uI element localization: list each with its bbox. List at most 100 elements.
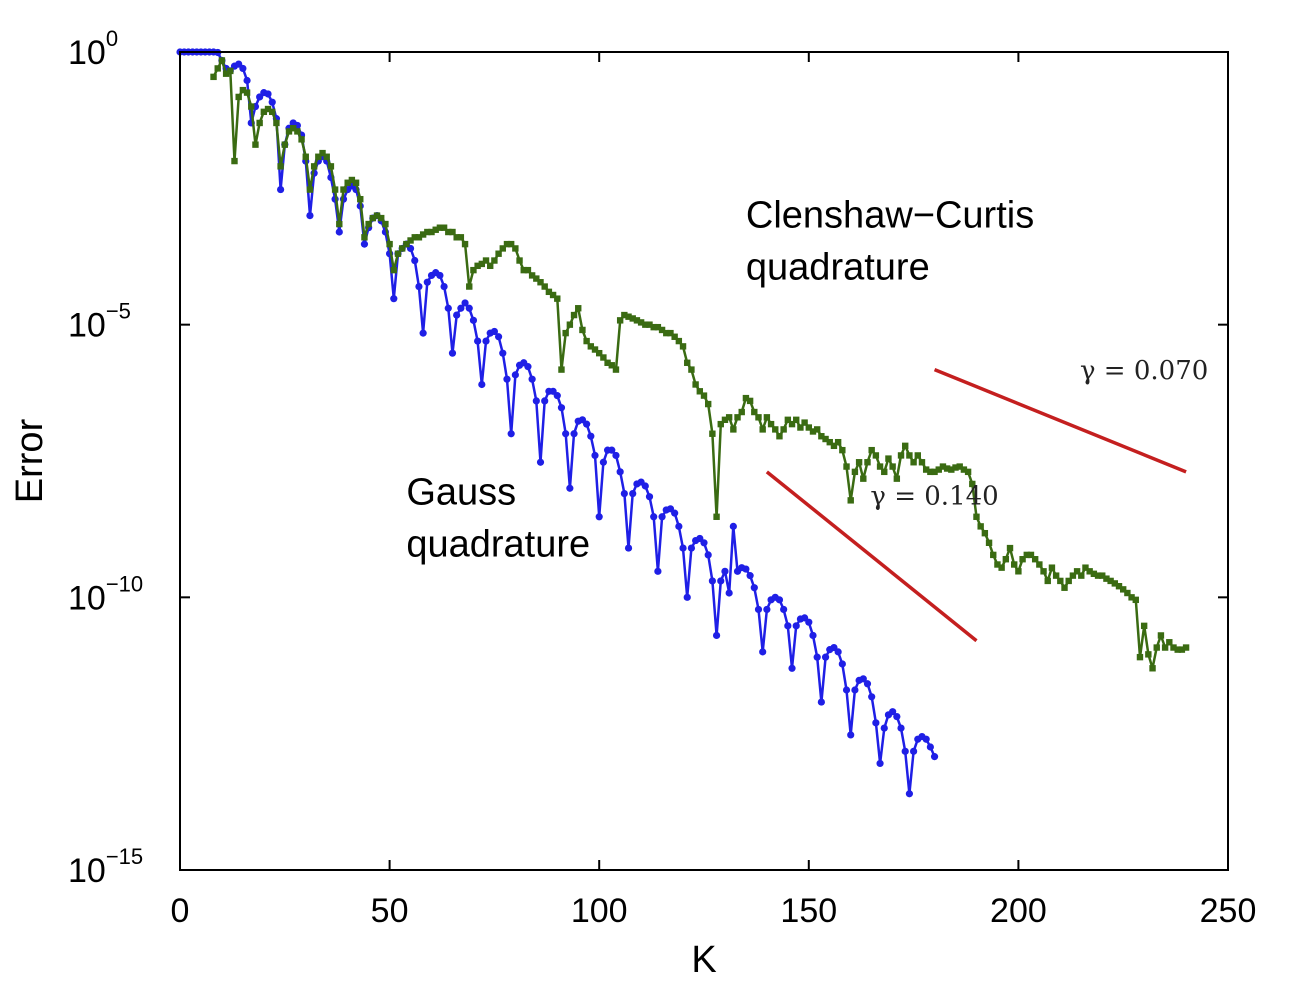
data-point xyxy=(545,288,553,296)
data-point xyxy=(712,631,721,640)
data-point xyxy=(721,416,729,424)
data-point xyxy=(755,414,762,421)
data-point xyxy=(319,149,326,157)
data-point xyxy=(566,321,574,328)
data-point xyxy=(713,513,720,520)
data-point xyxy=(411,256,419,265)
data-point xyxy=(415,282,423,291)
data-point xyxy=(465,304,473,312)
data-point xyxy=(671,509,679,517)
data-point xyxy=(855,459,863,466)
data-point xyxy=(1174,646,1181,653)
data-point xyxy=(315,153,322,160)
data-point xyxy=(654,323,662,331)
data-point xyxy=(323,153,330,160)
data-point xyxy=(709,430,716,437)
data-point xyxy=(1182,644,1190,651)
data-point xyxy=(809,428,817,435)
data-point xyxy=(1153,644,1160,651)
data-point xyxy=(637,319,645,326)
data-point xyxy=(294,128,301,135)
data-point xyxy=(562,329,569,337)
data-point xyxy=(516,257,523,264)
data-point xyxy=(675,522,683,530)
data-point xyxy=(1069,572,1077,579)
data-point xyxy=(436,224,444,231)
data-point xyxy=(470,266,477,274)
data-point xyxy=(327,163,335,170)
data-point xyxy=(847,731,855,739)
data-point xyxy=(302,153,309,160)
data-point xyxy=(608,446,616,454)
data-point xyxy=(1111,580,1119,587)
data-point xyxy=(361,234,368,241)
data-point xyxy=(260,108,268,116)
data-point xyxy=(222,70,230,77)
data-point xyxy=(763,414,771,421)
data-point xyxy=(596,349,603,357)
x-tick-label: 250 xyxy=(1200,892,1257,930)
data-point xyxy=(264,90,272,98)
data-point xyxy=(357,195,364,203)
data-point xyxy=(1073,568,1081,575)
data-point xyxy=(616,317,624,324)
data-point xyxy=(750,584,758,592)
data-point xyxy=(600,354,607,361)
data-point xyxy=(1065,577,1072,585)
data-point xyxy=(390,295,398,303)
data-point xyxy=(742,565,750,573)
data-point xyxy=(436,271,444,280)
data-point xyxy=(839,446,846,454)
data-point xyxy=(612,451,620,460)
data-point xyxy=(926,743,934,751)
data-point xyxy=(382,220,389,228)
data-point xyxy=(537,279,544,286)
data-point xyxy=(277,185,285,194)
data-point xyxy=(1006,544,1014,552)
data-point xyxy=(1040,568,1047,575)
data-point xyxy=(784,622,792,630)
data-point xyxy=(1166,639,1173,646)
data-point xyxy=(654,567,662,575)
data-point xyxy=(1103,575,1110,582)
data-point xyxy=(859,675,867,683)
slope-label: γ = 0.070 xyxy=(1080,356,1208,386)
plot-frame xyxy=(179,51,1229,871)
data-point xyxy=(734,414,741,421)
data-point xyxy=(269,108,276,116)
data-point xyxy=(621,311,628,319)
data-point xyxy=(524,363,532,371)
data-point xyxy=(793,416,800,424)
annotation-line: quadrature xyxy=(406,524,590,566)
data-point xyxy=(1048,564,1056,571)
data-point xyxy=(834,438,842,446)
data-point xyxy=(268,98,276,106)
data-point xyxy=(1149,665,1156,672)
data-point xyxy=(461,299,469,307)
data-point xyxy=(801,419,808,426)
data-point xyxy=(1052,572,1060,579)
data-point xyxy=(805,618,813,626)
data-point xyxy=(700,539,708,547)
data-point xyxy=(872,719,880,727)
data-point xyxy=(411,234,418,241)
data-point xyxy=(864,459,871,466)
data-point xyxy=(696,388,704,395)
data-point xyxy=(579,326,586,334)
y-tick-label: 10−10 xyxy=(68,571,143,617)
data-point xyxy=(960,466,968,473)
data-point xyxy=(826,438,833,446)
data-point xyxy=(881,468,888,476)
data-point xyxy=(306,186,314,193)
data-point xyxy=(390,266,397,274)
annotation-line: Clenshaw−Curtis xyxy=(746,195,1034,237)
data-point xyxy=(931,468,938,476)
data-point xyxy=(1170,644,1177,651)
data-point xyxy=(1011,561,1018,568)
data-point xyxy=(587,343,595,350)
series-0 xyxy=(176,48,939,798)
data-point xyxy=(851,686,859,694)
data-point xyxy=(348,176,356,184)
data-point xyxy=(373,212,381,219)
